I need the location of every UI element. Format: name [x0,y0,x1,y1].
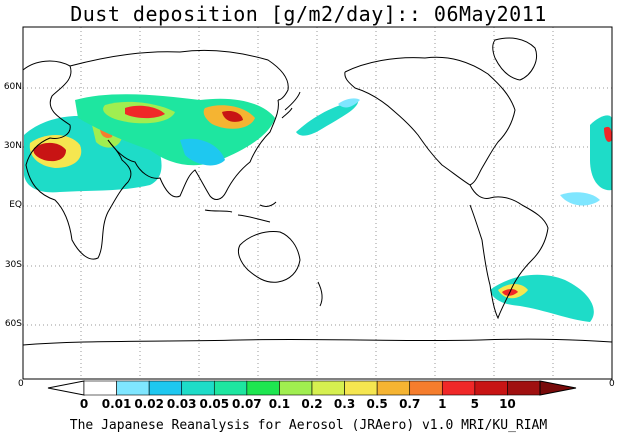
colorbar [47,380,577,396]
colorbar-segment [474,380,508,396]
dust-patch-pacific-east [338,98,360,108]
lat-label-eq: EQ [9,200,22,210]
colorbar-tick-label: 5 [470,397,480,411]
dust-plume-patagonia [490,274,594,322]
lat-label-60n: 60N [3,82,22,92]
colorbar-tick-label: 10 [499,397,516,411]
dust-patch-china-south [180,138,225,166]
colorbar-tick-label: 0.1 [268,397,291,411]
colorbar-tick-label: 0.2 [301,397,323,411]
dust-plume-nw-africa-right [590,115,612,191]
dust-plume-north-pacific [296,100,359,136]
dust-patch-atlantic [560,192,600,206]
colorbar-segment [344,380,378,396]
colorbar-tick-label: 0.5 [366,397,388,411]
dust-core-taklimakan [125,105,165,119]
colorbar-tick-label: 0.02 [134,397,164,411]
colorbar-segment [441,380,476,396]
map-title: Dust deposition [g/m2/day]:: 06May2011 [70,2,547,26]
colorbar-segment [148,380,183,396]
dust-core-saharan-inner [33,142,66,162]
colorbar-segment [116,380,150,396]
colorbar-segment [311,380,345,396]
colorbar-segment [279,380,313,396]
dust-deposition-field [24,94,612,322]
colorbar-segment [376,380,411,396]
lat-label-60s: 60S [4,319,22,329]
colorbar-segment [83,380,117,396]
colorbar-tick-label: 0.07 [232,397,262,411]
colorbar-tick-label: 0.05 [199,397,230,411]
colorbar-tick-label: 0.03 [166,397,197,411]
colorbar-tick-label: 1 [438,397,447,411]
lon-edge-label-right: 0 [609,379,615,389]
colorbar-tick-label: 0 [79,397,89,411]
map-frame [22,26,613,380]
colorbar-under-arrow [47,380,85,396]
coastlines [23,37,612,346]
colorbar-segment [213,380,248,396]
colorbar-tick-label: 0.7 [399,397,421,411]
colorbar-segment [246,380,280,396]
credit-line: The Japanese Reanalysis for Aerosol (JRA… [69,418,548,433]
colorbar-tick-label: 0.01 [101,397,132,411]
lat-label-30n: 30N [3,141,22,151]
colorbar-segment [507,380,541,396]
lat-label-30s: 30S [4,260,22,270]
colorbar-over-arrow [539,380,577,396]
lon-edge-label-left: 0 [18,379,24,389]
map-grid [23,27,612,379]
dust-core-gobi [222,110,243,122]
colorbar-tick-label: 0.3 [333,397,356,411]
colorbar-segment [181,380,215,396]
colorbar-segment [409,380,443,396]
dust-core-nw-africa-right [604,126,612,142]
